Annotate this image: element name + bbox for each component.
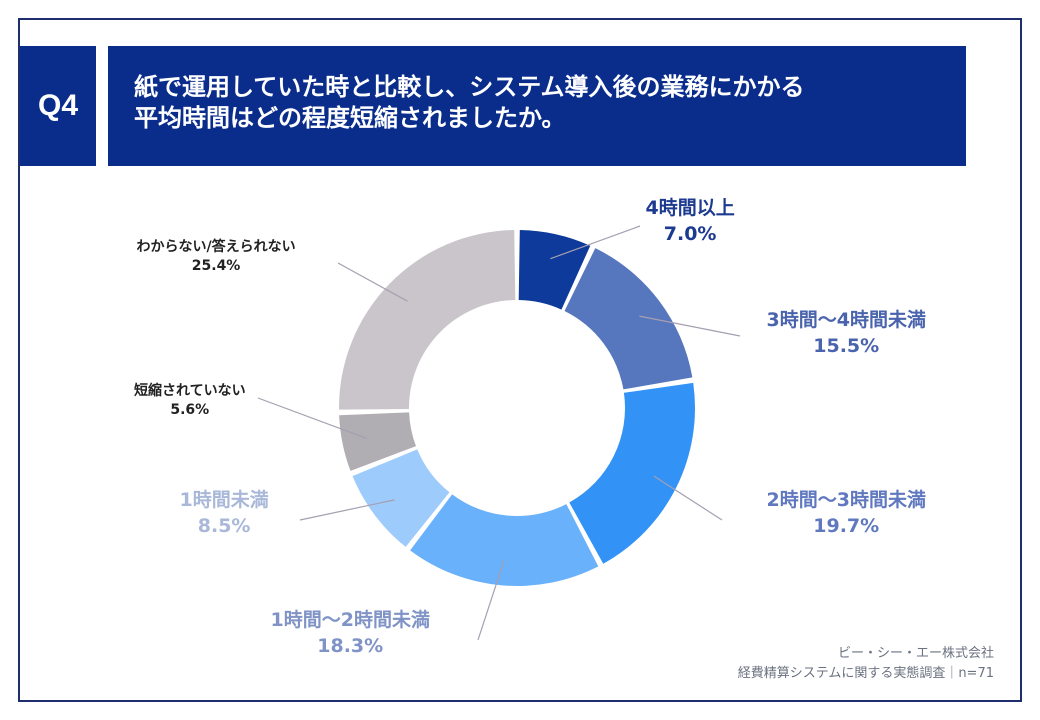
- donut-slice: [564, 248, 693, 390]
- question-title-line1: 紙で運用していた時と比較し、システム導入後の業務にかかる: [134, 73, 805, 101]
- donut-slice: [339, 230, 516, 410]
- leader-line: [477, 560, 505, 641]
- question-title-line2: 平均時間はどの程度短縮されましたか。: [134, 104, 566, 132]
- donut-slice: [352, 449, 450, 547]
- leader-line: [550, 225, 641, 260]
- slice-label-category: 1時間〜2時間未満: [270, 609, 430, 631]
- donut-slice: [518, 230, 591, 310]
- slice-label: 1時間〜2時間未満 18.3%: [271, 608, 430, 659]
- slice-label: 1時間未満 8.5%: [180, 488, 269, 539]
- source-survey: 経費精算システムに関する実態調査｜n=71: [737, 666, 994, 681]
- slice-label-value: 18.3%: [317, 634, 384, 657]
- slice-label-value: 19.7%: [813, 514, 880, 537]
- leader-line: [299, 499, 395, 521]
- slice-label: 2時間〜3時間未満 19.7%: [767, 488, 926, 539]
- slice-label: 短縮されていない 5.6%: [134, 382, 246, 420]
- slice-label: 3時間〜4時間未満 15.5%: [767, 308, 926, 359]
- slice-label-value: 25.4%: [191, 257, 241, 274]
- slice-label-value: 5.6%: [170, 401, 210, 418]
- slice-label-value: 7.0%: [663, 222, 717, 245]
- donut-slice: [410, 494, 599, 586]
- slice-label-category: 4時間以上: [645, 197, 735, 219]
- donut-slice: [569, 382, 695, 564]
- slice-label-category: 2時間〜3時間未満: [766, 489, 926, 511]
- question-badge: Q4: [20, 46, 96, 166]
- leader-line: [337, 262, 408, 302]
- slice-label-category: 3時間〜4時間未満: [766, 309, 926, 331]
- source-company: ビー・シー・エー株式会社: [837, 646, 994, 661]
- leader-line: [257, 397, 368, 440]
- leader-line: [653, 475, 723, 521]
- slice-label-category: 短縮されていない: [134, 383, 246, 399]
- donut-slice: [339, 412, 416, 471]
- slice-label-category: 1時間未満: [179, 489, 269, 511]
- chart-frame: Q4 紙で運用していた時と比較し、システム導入後の業務にかかる 平均時間はどの程…: [18, 18, 1022, 702]
- slice-label-value: 8.5%: [197, 514, 251, 537]
- slice-label: 4時間以上 7.0%: [646, 196, 735, 247]
- question-title: 紙で運用していた時と比較し、システム導入後の業務にかかる 平均時間はどの程度短縮…: [108, 46, 966, 166]
- slice-label-category: わからない/答えられない: [136, 239, 296, 255]
- leader-line: [639, 315, 741, 337]
- source-note: ビー・シー・エー株式会社 経費精算システムに関する実態調査｜n=71: [738, 644, 994, 684]
- slice-label-value: 15.5%: [813, 334, 880, 357]
- slice-label: わからない/答えられない 25.4%: [137, 238, 296, 276]
